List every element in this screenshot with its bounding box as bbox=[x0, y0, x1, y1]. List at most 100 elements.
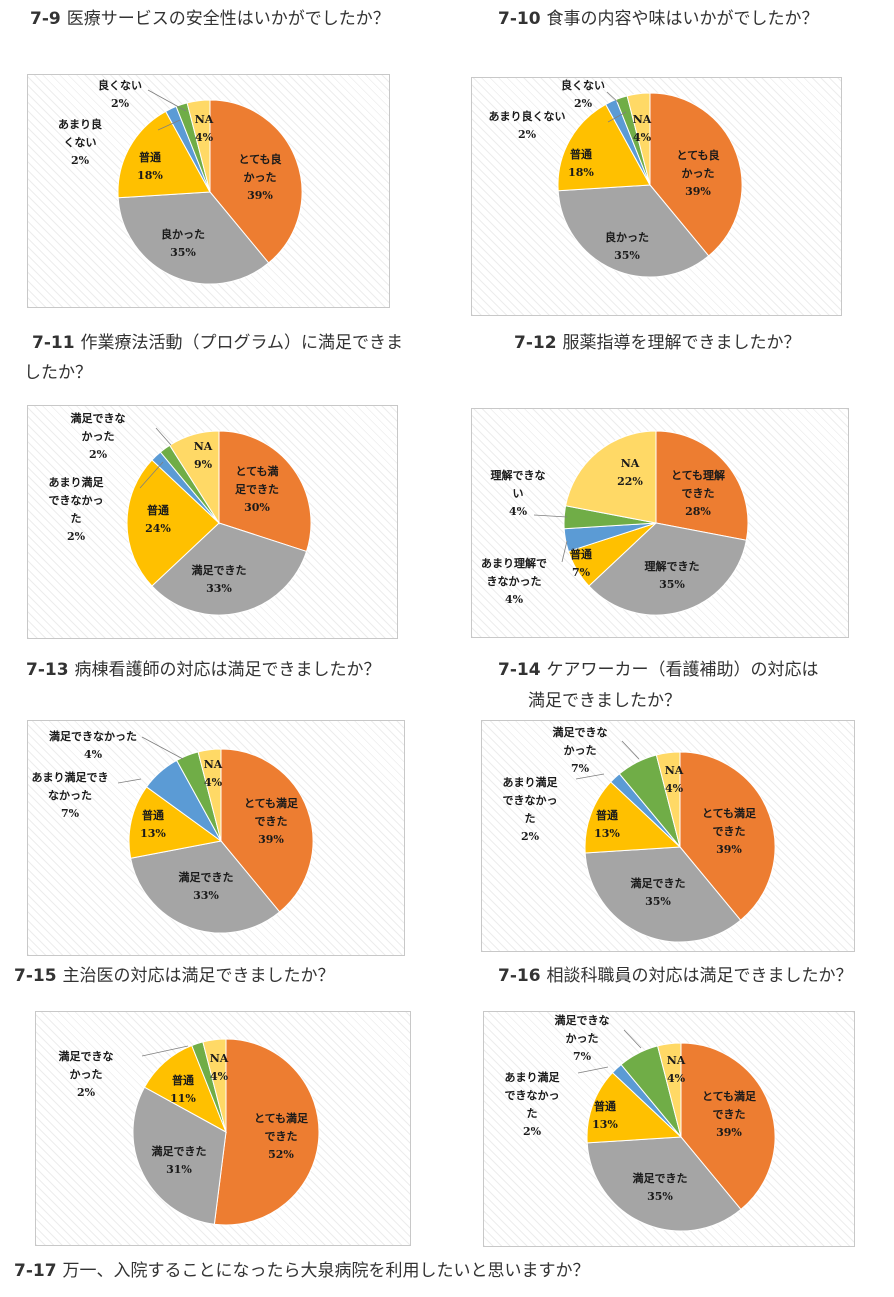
slice-label: とても満足できた 52% bbox=[254, 1111, 309, 1161]
leader-line bbox=[157, 119, 181, 131]
slice-label: とても満足できた 39% bbox=[244, 796, 299, 846]
question-number: 7-12 bbox=[514, 333, 557, 353]
question-text: 主治医の対応は満足できましたか？ bbox=[62, 966, 335, 986]
question-number: 7-9 bbox=[30, 9, 61, 29]
slice-label: NA 22% bbox=[617, 457, 643, 488]
slice-label: あまり良くない 2% bbox=[489, 109, 566, 141]
slice-label: 普通 13% bbox=[594, 808, 620, 840]
question-number: 7-13 bbox=[26, 660, 69, 680]
slice-label: 普通 11% bbox=[170, 1073, 196, 1105]
slice-label: 満足できた 31% bbox=[152, 1144, 207, 1176]
question-number: 7-14 bbox=[498, 660, 541, 680]
question-number: 7-17 bbox=[14, 1261, 57, 1281]
slice-label: 理解できない 4% bbox=[491, 468, 546, 518]
leader-line bbox=[606, 91, 621, 105]
slice-label: 普通 7% bbox=[570, 547, 592, 579]
slice-label: 満足できなかった 2% bbox=[71, 411, 126, 461]
pie-chart-7-12: とても理解できた 28% 理解できた 35% 普通 7% あまり理解できなかった 4% 理解でき… bbox=[471, 408, 849, 638]
question-text-line2: したか？ bbox=[24, 363, 92, 383]
leader-line bbox=[561, 540, 568, 563]
pie-slice bbox=[557, 103, 651, 192]
leader-line bbox=[575, 773, 605, 780]
question-text: 万一、入院することになったら大泉病院を利用したいと思いますか？ bbox=[62, 1261, 590, 1281]
leader-line bbox=[623, 1029, 642, 1049]
slice-label: NA 4% bbox=[633, 113, 652, 144]
leader-line bbox=[141, 1045, 189, 1057]
pie-chart-7-10: とても良かった 39% 良かった 35% 普通 18% あまり良くない 2% 良くない 2% NA 4… bbox=[471, 77, 842, 316]
slice-label: 理解できた 35% bbox=[645, 559, 700, 591]
slice-label: 良くない 2% bbox=[98, 78, 142, 110]
slice-label: あまり満足できなかった 2% bbox=[505, 1070, 561, 1138]
pie-slice bbox=[588, 522, 747, 616]
pie-slice bbox=[655, 751, 681, 848]
slice-label: あまり満足できなかった 7% bbox=[32, 770, 109, 820]
pie-chart-7-14: とても満足できた 39% 満足できた 35% 普通 13% あまり満足できなかった 2% 満足で… bbox=[481, 720, 855, 952]
slice-label: とても理解できた 28% bbox=[671, 468, 725, 518]
slice-label: NA 4% bbox=[665, 764, 684, 795]
question-title-7-10: 7-10 食事の内容や味はいかがでしたか？ bbox=[498, 6, 819, 32]
slice-label: 満足できた 35% bbox=[633, 1171, 688, 1203]
slice-label: 満足できた 33% bbox=[192, 563, 247, 595]
slice-label: とても良かった 39% bbox=[676, 148, 719, 198]
slice-label: とても満足できた 39% bbox=[702, 806, 757, 856]
pie-slice bbox=[679, 751, 776, 921]
pie-slice bbox=[586, 1136, 742, 1232]
slice-label: とても満足できた 30% bbox=[235, 464, 279, 514]
slice-label: あまり良くない 2% bbox=[58, 117, 102, 167]
pie-slice bbox=[657, 1042, 682, 1138]
pie-slice bbox=[213, 1038, 320, 1226]
question-title-7-12: 7-12 服薬指導を理解できましたか？ bbox=[514, 330, 801, 356]
pie-slice bbox=[218, 430, 312, 553]
pie-chart-7-11: とても満足できた 30% 満足できた 33% 普通 24% あまり満足できなかった 2% 満足で… bbox=[27, 405, 398, 639]
pie-slice bbox=[584, 781, 682, 854]
slice-label: NA 9% bbox=[194, 440, 213, 471]
leader-line bbox=[607, 111, 627, 123]
pie-slice bbox=[117, 191, 270, 285]
question-number: 7-16 bbox=[498, 966, 541, 986]
pie-slice bbox=[186, 99, 211, 193]
pie-slice bbox=[586, 1071, 683, 1144]
question-text-line2: 満足できましたか？ bbox=[528, 691, 681, 711]
pie-slice bbox=[565, 430, 657, 524]
pie-chart-7-15: とても満足できた 52% 満足できた 31% 普通 11% 満足できなかった 2% NA 4% bbox=[35, 1011, 411, 1246]
leader-line bbox=[621, 740, 640, 760]
slice-label: 満足できなかった 7% bbox=[555, 1013, 610, 1063]
slice-label: NA 4% bbox=[210, 1052, 229, 1083]
pie-slice bbox=[209, 99, 303, 264]
pie-slice bbox=[169, 430, 220, 525]
question-title-7-15: 7-15 主治医の対応は満足できましたか？ bbox=[14, 963, 335, 989]
pie-slice bbox=[655, 430, 749, 541]
pie-slice bbox=[220, 748, 314, 913]
question-text: 病棟看護師の対応は満足できましたか？ bbox=[74, 660, 381, 680]
question-title-7-14: 7-14 ケアワーカー（看護補助）の対応は bbox=[498, 657, 819, 683]
question-title-7-13: 7-13 病棟看護師の対応は満足できましたか？ bbox=[26, 657, 381, 683]
slice-label: 良かった 35% bbox=[161, 227, 205, 259]
pie-chart-7-13: とても満足できた 39% 満足できた 33% 普通 13% あまり満足できなかった 7% 満足で… bbox=[27, 720, 405, 956]
slice-label: 満足できなかった 7% bbox=[553, 725, 608, 775]
question-text: 食事の内容や味はいかがでしたか？ bbox=[546, 9, 819, 29]
slice-label: 普通 18% bbox=[137, 150, 163, 182]
slice-label: 普通 13% bbox=[592, 1099, 618, 1131]
pie-slice bbox=[557, 184, 710, 278]
slice-label: とても満足できた 39% bbox=[702, 1089, 757, 1139]
slice-label: 満足できた 33% bbox=[179, 870, 234, 902]
question-title-7-16: 7-16 相談科職員の対応は満足できましたか？ bbox=[498, 963, 853, 989]
pie-slice bbox=[649, 92, 743, 257]
slice-label: 満足できなかった 4% bbox=[49, 729, 137, 761]
question-title-7-17: 7-17 万一、入院することになったら大泉病院を利用したいと思いますか？ bbox=[14, 1258, 590, 1284]
question-text: 作業療法活動（プログラム）に満足できま bbox=[80, 333, 404, 353]
leader-line bbox=[139, 461, 164, 489]
question-text: 服薬指導を理解できましたか？ bbox=[562, 333, 801, 353]
pie-slice bbox=[584, 846, 742, 943]
pie-slice bbox=[151, 522, 308, 616]
slice-label: NA 4% bbox=[195, 113, 214, 144]
leader-line bbox=[141, 736, 184, 760]
question-text: 相談科職員の対応は満足できましたか？ bbox=[546, 966, 853, 986]
pie-slice bbox=[128, 786, 223, 859]
question-title-7-14-line2: 満足できましたか？ bbox=[528, 688, 681, 714]
slice-label: 満足できなかった 2% bbox=[59, 1049, 114, 1099]
question-number: 7-10 bbox=[498, 9, 541, 29]
slice-label: 普通 18% bbox=[568, 147, 594, 179]
slice-label: あまり満足できなかった 2% bbox=[503, 775, 559, 843]
leader-line bbox=[117, 778, 142, 784]
